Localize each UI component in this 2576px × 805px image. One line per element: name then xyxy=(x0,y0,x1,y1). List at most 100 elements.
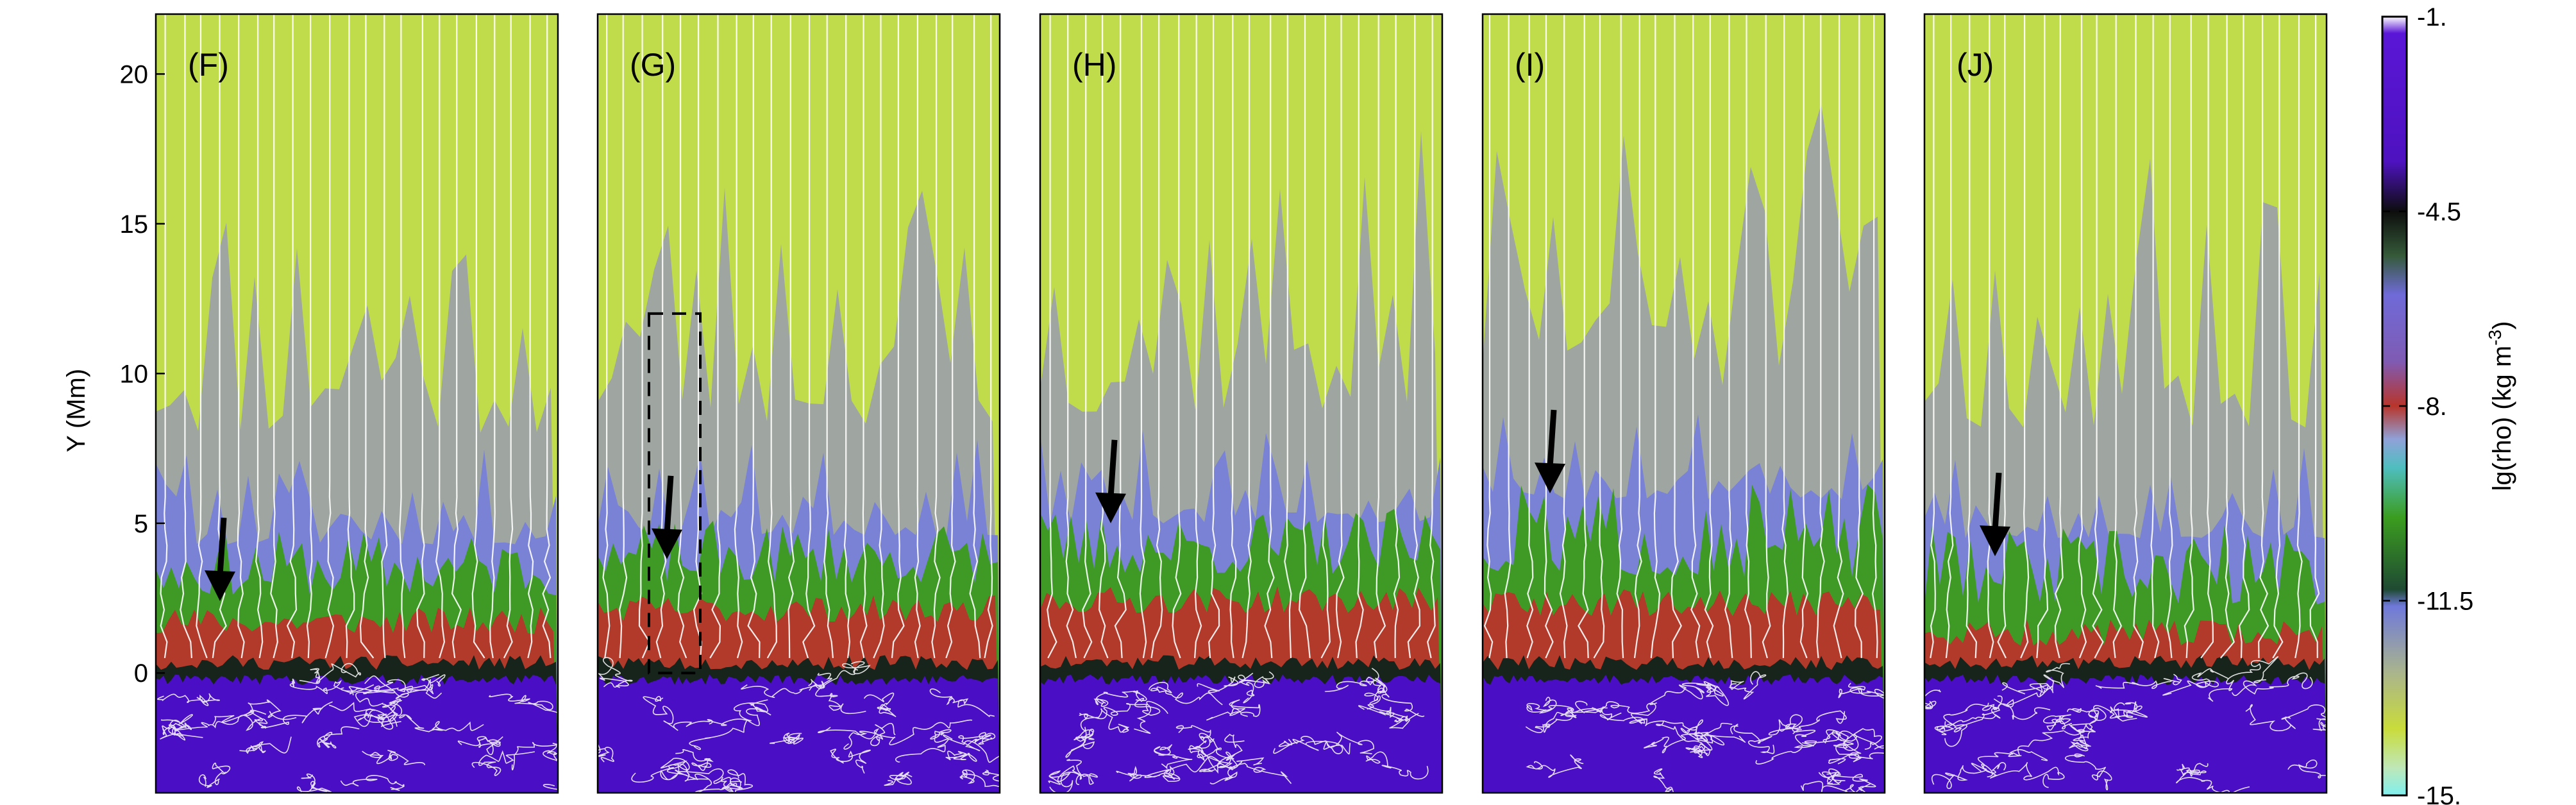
field-line xyxy=(328,702,401,727)
field-line xyxy=(859,14,868,659)
field-line xyxy=(958,732,996,752)
field-line xyxy=(884,772,913,786)
field-line xyxy=(1525,707,1622,733)
field-line xyxy=(2257,14,2269,658)
field-line xyxy=(709,14,721,659)
field-line xyxy=(1633,14,1642,659)
field-line xyxy=(1065,729,1095,758)
field-line xyxy=(1175,725,1211,753)
field-line xyxy=(1930,14,1936,659)
colorbar-tick-label: -15. xyxy=(2417,782,2461,805)
colorbar-title-close: ) xyxy=(2488,321,2516,330)
field-line xyxy=(2069,713,2098,752)
field-line xyxy=(1578,14,1589,658)
field-line xyxy=(734,14,743,659)
panel: (I) xyxy=(1481,13,1886,794)
field-line xyxy=(943,734,1000,763)
colorbar-title-main: lg(rho) (kg m xyxy=(2488,346,2516,491)
field-line xyxy=(2184,14,2194,658)
field-line xyxy=(1944,695,2003,727)
field-line xyxy=(359,14,375,659)
field-line xyxy=(1575,700,1656,725)
field-line xyxy=(489,14,496,659)
field-line xyxy=(2207,656,2278,702)
field-line xyxy=(1199,756,1265,774)
field-line xyxy=(1149,682,1223,706)
field-line xyxy=(1768,710,1847,736)
field-line xyxy=(693,14,702,658)
field-line xyxy=(643,696,711,731)
field-line xyxy=(435,14,446,659)
field-line xyxy=(1997,14,2007,659)
field-line xyxy=(1209,763,1292,784)
y-tick-label: 5 xyxy=(134,510,148,538)
field-line xyxy=(381,14,388,658)
arrow xyxy=(205,517,235,602)
field-line xyxy=(1049,772,1099,793)
colorbar-tick-label: -1. xyxy=(2417,3,2447,31)
field-line xyxy=(2042,714,2073,731)
field-line xyxy=(1082,14,1093,659)
field-line xyxy=(1826,774,1876,793)
arrow xyxy=(652,475,682,559)
field-line xyxy=(355,691,403,727)
field-line xyxy=(675,749,714,771)
field-line xyxy=(2166,14,2173,659)
field-line xyxy=(895,729,952,763)
field-line xyxy=(1364,684,1425,717)
field-line xyxy=(1526,754,1584,778)
field-line xyxy=(1724,14,1733,659)
field-line xyxy=(818,719,973,745)
field-line xyxy=(2112,14,2123,659)
field-line xyxy=(1730,724,1775,754)
field-line xyxy=(1048,759,1082,785)
field-line xyxy=(802,14,816,659)
field-line xyxy=(747,14,761,658)
panel-label: (H) xyxy=(1072,47,1116,83)
field-line xyxy=(1098,14,1109,659)
field-lines xyxy=(602,14,993,659)
field-line xyxy=(2294,14,2303,659)
panel-frame xyxy=(1481,13,1886,794)
field-line xyxy=(984,14,993,659)
field-line xyxy=(212,699,297,725)
panel-label: (G) xyxy=(630,47,676,83)
field-line xyxy=(286,14,298,659)
field-line xyxy=(1744,14,1752,658)
panel-frame xyxy=(155,13,559,794)
field-line xyxy=(1799,14,1808,659)
field-line xyxy=(237,14,245,659)
field-line xyxy=(638,14,651,659)
colorbar-tick-label: -11.5 xyxy=(2417,588,2473,616)
colorbar-title-superscript: -3 xyxy=(2485,330,2505,346)
field-line xyxy=(1065,14,1077,659)
field-line xyxy=(843,723,896,750)
field-line xyxy=(503,14,514,659)
field-line xyxy=(1324,668,1388,693)
field-line xyxy=(196,14,208,659)
field-line xyxy=(2150,14,2160,659)
field-line xyxy=(1855,14,1864,658)
field-line xyxy=(1335,14,1345,659)
field-line xyxy=(1848,682,1885,696)
field-line xyxy=(416,14,425,658)
field-line xyxy=(1704,14,1714,659)
field-line xyxy=(1194,14,1202,658)
field-line xyxy=(2272,14,2284,659)
field-line xyxy=(2064,753,2112,791)
field-line xyxy=(306,14,313,658)
field-line xyxy=(1833,14,1844,659)
field-line xyxy=(299,663,362,684)
field-line xyxy=(2287,759,2327,779)
field-lines xyxy=(1930,14,2320,659)
field-line xyxy=(180,14,192,658)
field-line xyxy=(161,719,203,738)
field-line xyxy=(598,743,614,763)
field-line xyxy=(527,14,534,659)
field-line xyxy=(969,14,981,658)
field-line xyxy=(2133,14,2144,659)
field-line xyxy=(1139,14,1147,659)
field-line xyxy=(157,693,220,706)
field-line xyxy=(1800,781,1861,793)
field-lines-tangled xyxy=(598,657,1000,793)
